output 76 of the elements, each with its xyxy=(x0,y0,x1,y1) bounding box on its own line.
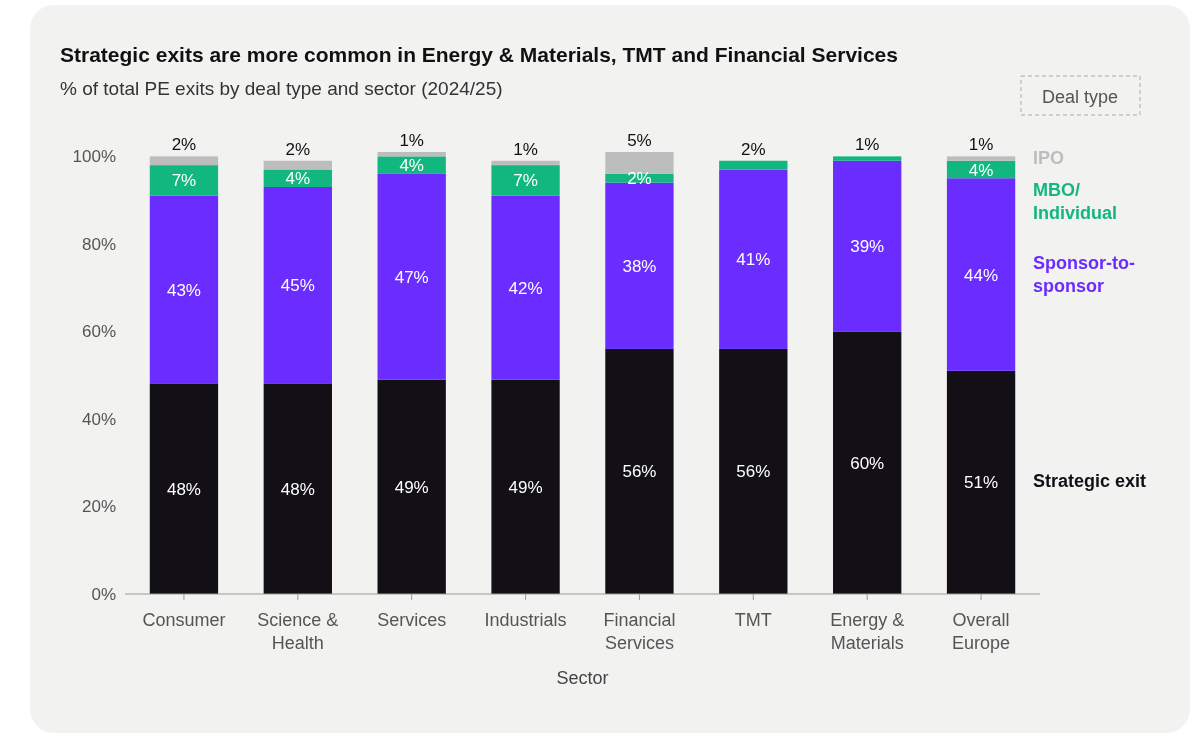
data-label: 41% xyxy=(736,250,771,270)
bar xyxy=(833,156,902,161)
bar xyxy=(946,156,1016,161)
bar xyxy=(946,178,1016,371)
data-label: 1% xyxy=(854,135,880,155)
data-label: 42% xyxy=(508,278,543,298)
bar xyxy=(833,331,902,594)
bar xyxy=(263,160,332,170)
x-tick-label: Industrials xyxy=(484,610,567,630)
data-label: 48% xyxy=(280,479,315,499)
x-tick-label: Science & Health xyxy=(257,610,339,653)
y-tick-label: 60% xyxy=(81,322,116,342)
data-label: 7% xyxy=(171,171,197,191)
bar xyxy=(719,169,788,349)
bar xyxy=(491,379,560,594)
bar xyxy=(263,383,332,594)
bar xyxy=(377,152,446,157)
data-label: 1% xyxy=(968,135,994,155)
x-axis-title: Sector xyxy=(556,668,609,688)
chart-subtitle: % of total PE exits by deal type and sector (2024/25) xyxy=(60,78,503,99)
data-label: 38% xyxy=(622,256,657,276)
series-label: Sponsor-to-sponsor xyxy=(1033,252,1135,296)
series-label: Strategic exit xyxy=(1033,471,1147,492)
bar xyxy=(605,348,674,594)
data-label: 60% xyxy=(850,453,885,473)
series-label: MBO/ Individual xyxy=(1033,179,1118,223)
bar xyxy=(149,165,219,196)
bar xyxy=(833,160,902,332)
data-label: 4% xyxy=(399,156,424,176)
chart-title: Strategic exits are more common in Energy & Materials, TMT and Financial Services xyxy=(60,43,898,66)
data-label: 1% xyxy=(513,139,538,159)
bar xyxy=(491,165,560,196)
y-tick-label: 80% xyxy=(81,234,116,254)
data-label: 49% xyxy=(394,477,429,497)
bar xyxy=(491,160,560,166)
x-tick-label: Overall Europe xyxy=(952,610,1011,653)
x-tick-label: TMT xyxy=(734,610,772,630)
data-label: 1% xyxy=(399,131,424,150)
data-label: 4% xyxy=(285,169,311,189)
bar xyxy=(719,348,788,594)
data-label: 4% xyxy=(968,160,994,180)
bar xyxy=(149,156,219,166)
bar xyxy=(377,379,446,594)
data-label: 2% xyxy=(171,135,197,155)
y-tick-label: 20% xyxy=(81,497,116,517)
data-label: 43% xyxy=(166,280,201,300)
bar xyxy=(377,173,446,380)
y-tick-label: 0% xyxy=(91,585,116,604)
data-label: 51% xyxy=(964,473,999,493)
x-tick-label: Financial Services xyxy=(603,610,676,653)
y-tick-label: 100% xyxy=(72,147,116,167)
x-tick-label: Energy & Materials xyxy=(830,610,905,653)
bar xyxy=(719,160,788,170)
data-label: 39% xyxy=(850,237,885,257)
data-label: 48% xyxy=(166,479,201,499)
x-tick-label: Consumer xyxy=(142,610,226,630)
legend-title: Deal type xyxy=(1041,87,1119,107)
bar xyxy=(149,383,219,594)
data-label: 49% xyxy=(508,477,543,497)
bar xyxy=(605,182,674,349)
bar xyxy=(149,195,219,384)
y-tick-label: 40% xyxy=(81,409,116,429)
data-label: 56% xyxy=(736,462,771,482)
data-label: 47% xyxy=(394,267,429,287)
data-label: 2% xyxy=(285,139,311,159)
data-label: 44% xyxy=(964,265,999,285)
bar xyxy=(605,152,674,174)
data-label: 7% xyxy=(513,171,538,191)
x-tick-label: Services xyxy=(377,610,447,630)
data-label: 56% xyxy=(622,462,657,482)
bar xyxy=(263,187,332,384)
bar xyxy=(946,370,1016,594)
data-label: 45% xyxy=(280,276,315,296)
bar xyxy=(491,195,560,380)
data-label: 2% xyxy=(741,139,766,159)
data-label: 5% xyxy=(627,131,652,150)
